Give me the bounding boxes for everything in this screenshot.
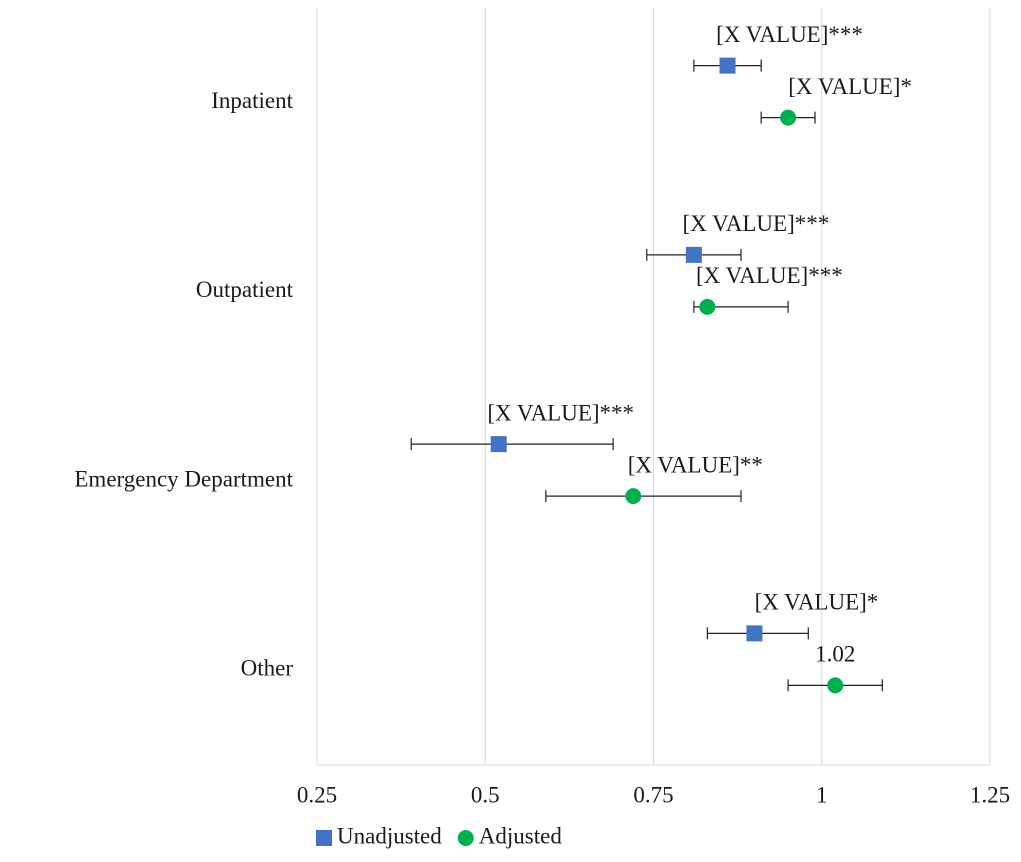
data-label: [X VALUE]*** xyxy=(683,211,830,236)
data-label: [X VALUE]** xyxy=(628,452,763,477)
marker xyxy=(780,109,797,126)
error-bar xyxy=(410,438,614,451)
x-tick-label: 0.75 xyxy=(633,782,673,807)
marker xyxy=(685,246,702,263)
data-label: [X VALUE]*** xyxy=(487,400,634,425)
y-category-label: Outpatient xyxy=(196,277,294,302)
data-label: [X VALUE]* xyxy=(788,74,912,99)
legend-marker xyxy=(316,830,332,846)
x-tick-label: 1 xyxy=(816,782,828,807)
data-label: [X VALUE]* xyxy=(755,590,879,615)
error-bar xyxy=(545,490,742,503)
x-tick-label: 1.25 xyxy=(970,782,1010,807)
marker xyxy=(746,625,763,642)
marker xyxy=(625,488,642,505)
y-category-label: Emergency Department xyxy=(74,466,293,491)
legend-label: Adjusted xyxy=(479,823,563,848)
legend-label: Unadjusted xyxy=(337,823,442,848)
marker xyxy=(827,677,844,694)
marker xyxy=(490,436,507,453)
y-category-label: Inpatient xyxy=(211,88,293,113)
x-tick-label: 0.5 xyxy=(471,782,500,807)
data-label: 1.02 xyxy=(815,642,855,667)
marker xyxy=(699,298,716,315)
data-label: [X VALUE]*** xyxy=(696,263,843,288)
legend-marker xyxy=(457,830,474,846)
x-tick-label: 0.25 xyxy=(297,782,337,807)
data-label: [X VALUE]*** xyxy=(716,22,863,47)
y-category-label: Other xyxy=(241,656,294,681)
marker xyxy=(719,57,736,74)
